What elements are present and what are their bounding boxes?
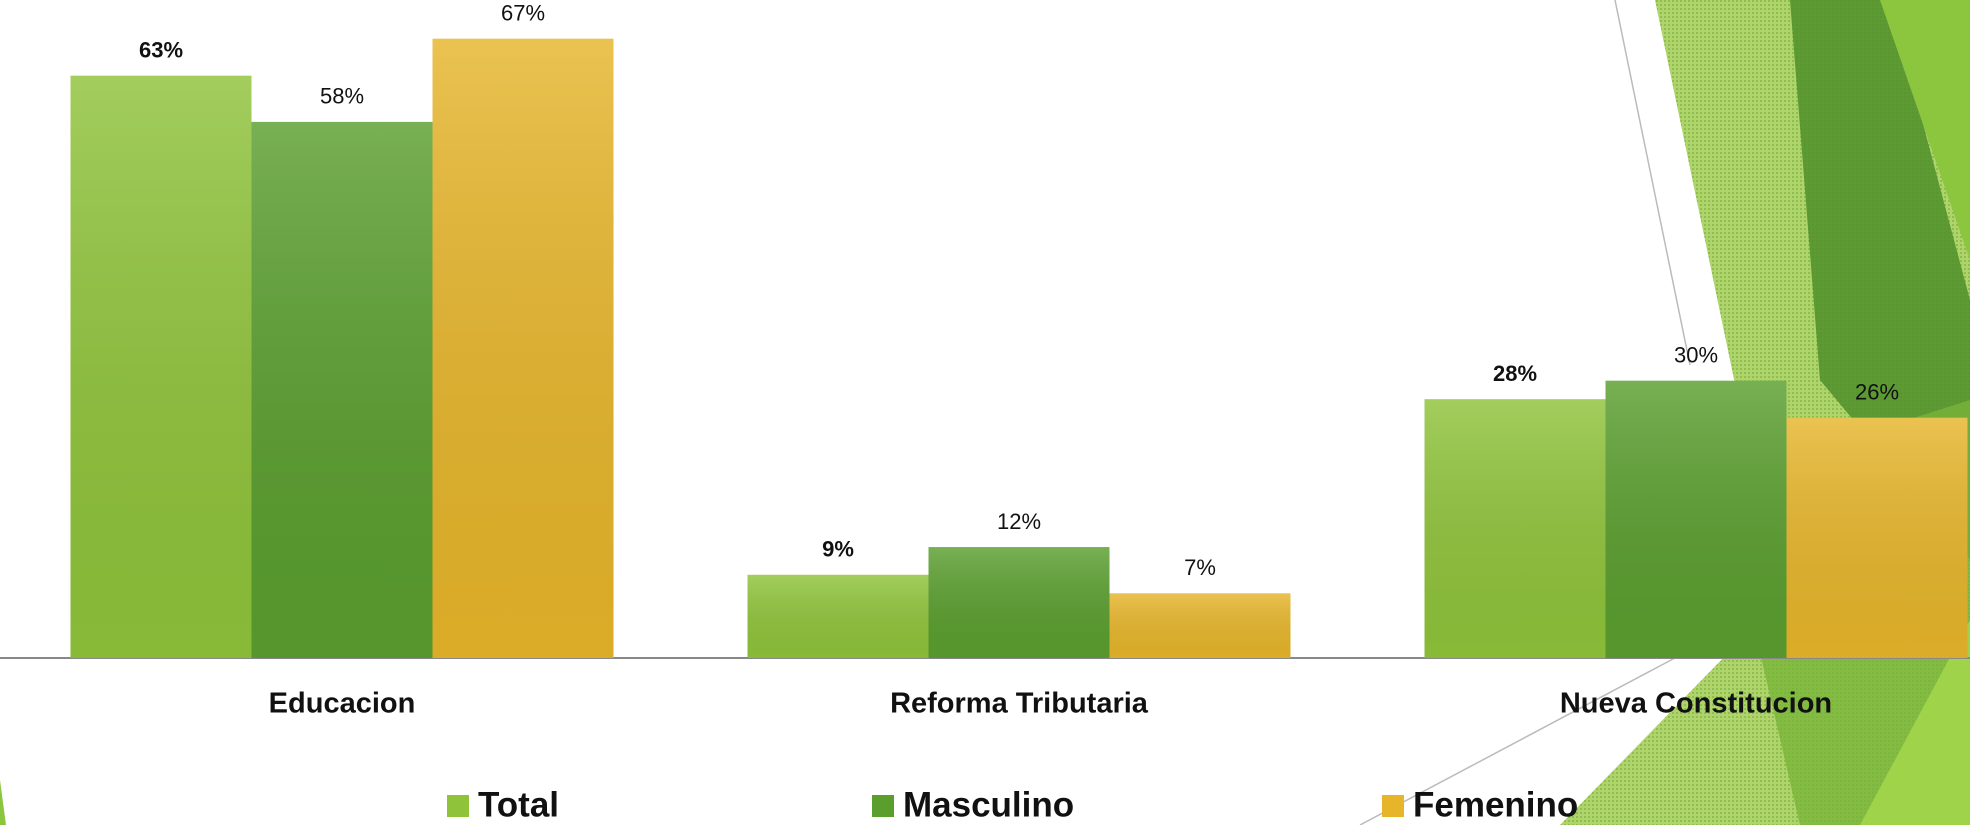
legend-swatch: [872, 795, 894, 817]
data-label: 63%: [139, 38, 183, 63]
data-label: 7%: [1184, 555, 1216, 580]
legend-label: Masculino: [903, 785, 1074, 824]
x-tick-label: Educacion: [269, 688, 416, 720]
legend-label: Total: [478, 785, 559, 824]
x-tick-label: Reforma Tributaria: [890, 688, 1149, 720]
legend-swatch: [1382, 795, 1404, 817]
legend-label: Femenino: [1413, 785, 1578, 824]
bar-shine: [747, 574, 929, 658]
legend-swatch: [447, 795, 469, 817]
data-label: 30%: [1674, 343, 1718, 368]
bar-shine: [928, 547, 1110, 658]
data-label: 12%: [997, 509, 1041, 534]
bar-shine: [1786, 417, 1968, 658]
bar-shine: [1424, 399, 1606, 658]
data-label: 67%: [501, 1, 545, 26]
bar-shine: [251, 121, 433, 658]
bar-shine: [432, 38, 614, 658]
data-label: 28%: [1493, 361, 1537, 386]
x-tick-label: Nueva Constitucion: [1560, 688, 1832, 720]
bar-shine: [1605, 380, 1787, 658]
data-label: 26%: [1855, 379, 1899, 404]
bar-shine: [70, 75, 252, 658]
bar-shine: [1109, 593, 1291, 658]
data-label: 9%: [822, 537, 854, 562]
data-label: 58%: [320, 84, 364, 109]
